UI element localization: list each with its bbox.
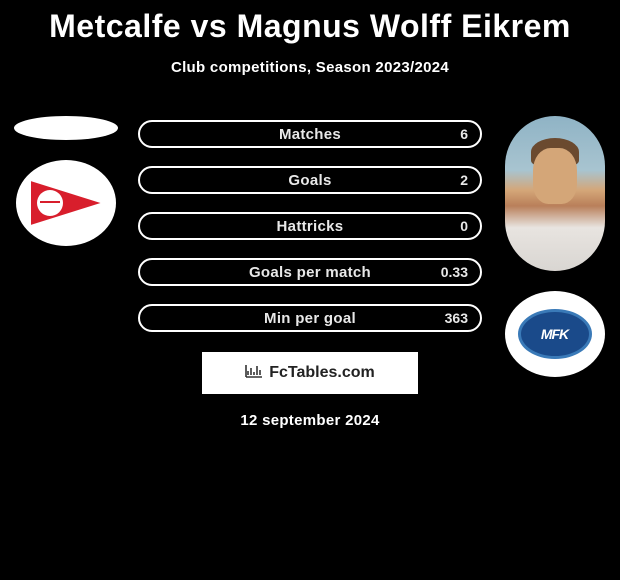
stat-right-value: 0.33 [441, 264, 468, 280]
stat-right-value: 2 [460, 172, 468, 188]
stat-right-value: 6 [460, 126, 468, 142]
chart-icon [245, 364, 263, 383]
page-subtitle: Club competitions, Season 2023/2024 [0, 59, 620, 76]
player-right-column: MFK [497, 116, 612, 377]
stat-row-goals: Goals 2 [138, 166, 482, 194]
stat-row-hattricks: Hattricks 0 [138, 212, 482, 240]
attribution-badge: FcTables.com [202, 352, 418, 394]
player-left-club-badge [16, 160, 116, 246]
page-title: Metcalfe vs Magnus Wolff Eikrem [0, 0, 620, 45]
stat-label: Matches [279, 126, 341, 143]
attribution-text: FcTables.com [269, 364, 375, 382]
player-right-avatar [505, 116, 605, 271]
date-label: 12 september 2024 [0, 412, 620, 429]
stat-bars: Matches 6 Goals 2 Hattricks 0 Goals per … [138, 116, 482, 332]
player-right-club-badge: MFK [505, 291, 605, 377]
avatar-head-icon [533, 148, 577, 204]
player-left-avatar [14, 116, 118, 140]
club-ff-logo [16, 160, 116, 246]
ff-pennant-icon [31, 181, 101, 225]
comparison-panel: Matches 6 Goals 2 Hattricks 0 Goals per … [0, 116, 620, 332]
mfk-oval-icon: MFK [518, 309, 592, 359]
stat-label: Goals per match [249, 264, 371, 281]
stat-right-value: 0 [460, 218, 468, 234]
stat-row-goals-per-match: Goals per match 0.33 [138, 258, 482, 286]
stat-right-value: 363 [445, 310, 468, 326]
club-mfk-logo: MFK [505, 291, 605, 377]
stat-row-matches: Matches 6 [138, 120, 482, 148]
player-left-column [8, 116, 123, 246]
stat-row-min-per-goal: Min per goal 363 [138, 304, 482, 332]
stat-label: Hattricks [277, 218, 344, 235]
ff-ball-icon [37, 190, 63, 216]
stat-label: Min per goal [264, 310, 356, 327]
stat-label: Goals [288, 172, 331, 189]
